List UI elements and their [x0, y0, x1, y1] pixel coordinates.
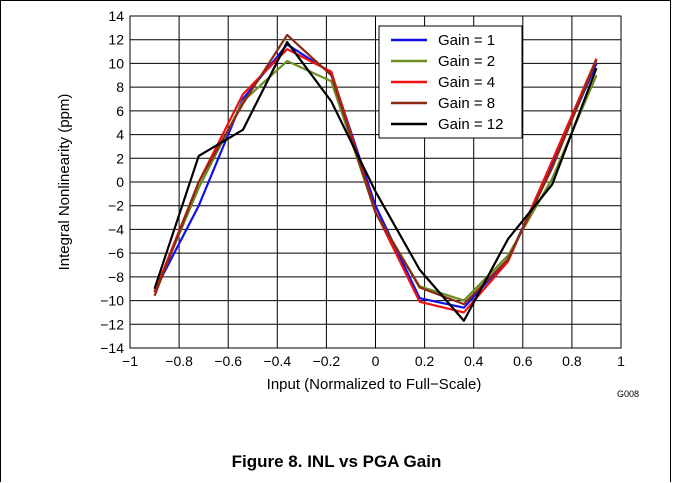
legend-label: Gain = 4	[438, 74, 495, 91]
y-tick-label: −12	[100, 316, 124, 332]
x-tick-label: 0.6	[513, 353, 533, 369]
legend-label: Gain = 12	[438, 116, 503, 133]
plot-area-border	[129, 15, 622, 349]
y-tick-label: 10	[108, 55, 124, 71]
x-tick-label: 0.4	[464, 353, 484, 369]
figure-code: G008	[617, 389, 639, 399]
figure-caption: Figure 8. INL vs PGA Gain	[231, 452, 442, 471]
x-tick-label: −0.2	[313, 353, 341, 369]
x-tick-label: −0.8	[165, 353, 193, 369]
y-tick-label: −8	[108, 269, 124, 285]
chart-legend: Gain = 1 Gain = 2 Gain = 4 Gain = 8 Gain = 1…	[378, 25, 523, 139]
chart-grid	[129, 15, 622, 349]
legend-label: Gain = 8	[438, 95, 495, 112]
x-tick-label: 0.2	[415, 353, 435, 369]
y-tick-label: −2	[108, 198, 124, 214]
x-axis-title: Input (Normalized to Full−Scale)	[267, 376, 482, 393]
legend-label: Gain = 2	[438, 53, 495, 70]
y-tick-label: 2	[116, 150, 124, 166]
x-tick-label: −0.4	[263, 353, 291, 369]
legend-label: Gain = 1	[438, 32, 495, 49]
y-tick-label: 0	[116, 174, 124, 190]
y-tick-label: 14	[108, 8, 124, 24]
x-tick-label: −0.6	[214, 353, 242, 369]
y-axis-title: Integral Nonlinearity (ppm)	[56, 94, 73, 271]
y-tick-label: −4	[108, 221, 124, 237]
x-tick-label: 0.8	[562, 353, 582, 369]
chart-series	[153, 33, 598, 322]
x-tick-label: −1	[122, 353, 138, 369]
y-tick-label: 8	[116, 79, 124, 95]
y-tick-label: 12	[108, 32, 124, 48]
series-line-gain-8	[153, 33, 598, 306]
series-line-gain-12	[153, 40, 598, 322]
y-tick-label: −6	[108, 245, 124, 261]
y-tick-label: 4	[116, 127, 124, 143]
y-tick-label: 6	[116, 103, 124, 119]
chart-ticks: −1 −0.8 −0.6 −0.4 −0.2 0 0.2 0.4 0.6 0.8 1 −14 −12 −1…	[100, 8, 625, 369]
x-tick-label: 0	[372, 353, 380, 369]
y-tick-label: −14	[100, 340, 124, 356]
y-tick-label: −10	[100, 293, 124, 309]
x-tick-label: 1	[617, 353, 625, 369]
